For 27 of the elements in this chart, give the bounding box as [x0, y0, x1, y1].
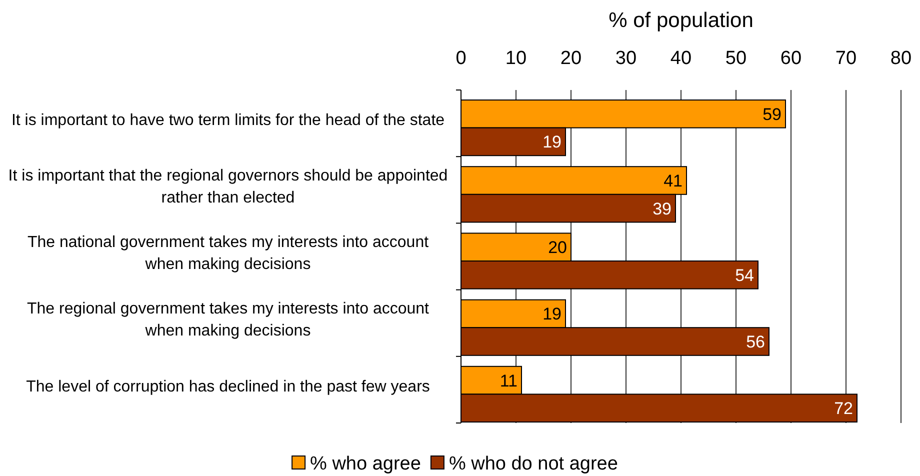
x-tick-label: 70	[835, 48, 857, 69]
x-axis-title: % of population	[608, 9, 754, 32]
data-label: 11	[500, 371, 518, 390]
data-label: 59	[762, 104, 782, 124]
y-tick-label: It is important to have two term limits for the head of the state	[11, 112, 445, 129]
x-tick-label: 40	[670, 48, 692, 69]
y-tick-label: The level of corruption has declined in the past few years	[26, 378, 430, 396]
data-label: 19	[542, 132, 562, 152]
data-label: 19	[542, 304, 562, 324]
y-tick-label: It is important that the regional governors should be appointed rather than elected	[8, 168, 448, 206]
x-tick-label: 60	[780, 48, 802, 69]
data-label: 72	[834, 399, 853, 418]
x-tick-label: 0	[456, 48, 466, 69]
data-label: 41	[664, 171, 682, 190]
y-tick-label: The regional government takes my interests into account when making decisions	[27, 300, 430, 340]
x-tick-label: 50	[725, 48, 747, 69]
legend-label: % who agree	[310, 454, 421, 475]
y-tick-label: The national government takes my interests into account when making decisions	[27, 234, 430, 274]
x-tick-label: 10	[505, 48, 527, 69]
data-label: 54	[735, 266, 754, 285]
x-tick-label: 20	[560, 48, 582, 69]
x-tick-label: 80	[890, 48, 912, 69]
data-label: 20	[548, 238, 567, 258]
x-tick-label: 30	[615, 48, 637, 69]
data-label: 56	[746, 332, 765, 352]
data-label: 39	[652, 199, 672, 218]
legend-label: % who do not agree	[448, 454, 618, 475]
